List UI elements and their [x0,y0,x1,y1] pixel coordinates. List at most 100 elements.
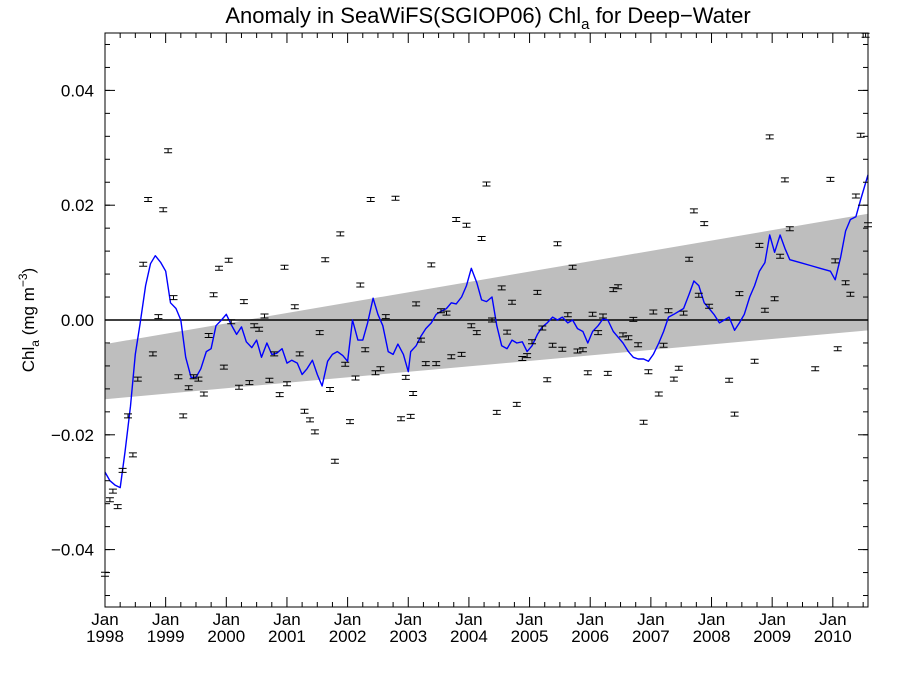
x-tick-year-label: 2001 [268,627,306,646]
data-point-28 [239,299,248,305]
data-point-19 [194,376,203,382]
data-point-53 [366,197,375,202]
data-point-109 [649,309,658,315]
x-tick-year-label: 2002 [329,627,367,646]
data-point-60 [406,413,415,419]
data-point-68 [442,310,451,316]
data-point-24 [219,364,228,370]
data-point-11 [154,314,163,320]
data-point-12 [159,207,168,213]
x-tick-year-label: 2007 [632,627,670,646]
data-point-99 [599,313,607,319]
data-point-121 [725,377,734,383]
data-point-58 [397,416,405,422]
data-point-39 [295,351,304,357]
data-point-113 [669,376,678,382]
data-point-100 [603,370,612,376]
data-point-48 [341,361,350,367]
y-tick-label: 0.04 [61,81,94,100]
data-point-119 [700,221,709,227]
x-tick-month-label: Jan [152,610,179,629]
data-point-40 [300,408,309,414]
x-tick-month-label: Jan [91,610,118,629]
data-point-124 [750,358,759,364]
data-point-25 [224,257,233,263]
x-tick-year-label: 2010 [814,627,852,646]
data-point-8 [139,261,148,267]
data-point-105 [629,316,638,322]
x-tick-month-label: Jan [698,610,725,629]
data-point-15 [174,374,183,380]
y-tick-label: −0.02 [51,426,94,445]
x-tick-month-label: Jan [819,610,846,629]
data-point-63 [417,337,425,343]
data-point-120 [705,303,714,309]
data-point-84 [523,353,532,359]
chart-title: Anomaly in SeaWiFS(SGIOP06) Chla for Dee… [225,3,750,33]
data-point-32 [260,313,269,319]
x-tick-year-label: 2008 [693,627,731,646]
data-point-51 [356,282,365,288]
data-point-26 [227,319,236,325]
x-tick-year-label: 1999 [147,627,185,646]
trend-band-area [105,213,868,400]
data-point-87 [538,325,547,331]
data-point-125 [755,242,764,248]
data-point-110 [654,391,663,397]
data-point-21 [204,333,213,338]
data-point-4 [118,467,127,473]
x-tick-month-label: Jan [213,610,240,629]
data-point-71 [457,351,466,357]
data-point-92 [563,312,572,318]
x-tick-year-label: 2006 [571,627,609,646]
data-point-56 [381,314,390,320]
x-tick-month-label: Jan [334,610,361,629]
data-point-55 [376,366,385,372]
data-point-70 [452,217,461,222]
x-tick-month-label: Jan [758,610,785,629]
data-point-82 [512,401,521,407]
data-point-73 [467,323,476,329]
data-point-33 [265,377,274,383]
data-point-103 [619,332,627,338]
data-point-43 [315,330,324,336]
data-point-10 [148,351,157,357]
x-tick-year-label: 2004 [450,627,488,646]
data-point-14 [169,295,178,301]
data-point-20 [199,391,208,397]
x-tick-month-label: Jan [455,610,482,629]
data-point-114 [674,365,683,371]
data-point-137 [846,291,855,297]
data-point-116 [685,256,694,262]
y-tick-label: 0.02 [61,196,94,215]
data-point-98 [594,330,603,336]
data-point-115 [679,310,688,316]
data-point-134 [831,258,840,264]
data-point-67 [437,308,445,314]
data-point-94 [573,348,582,354]
data-point-117 [689,208,698,214]
x-tick-year-label: 2005 [511,627,549,646]
data-point-36 [280,264,289,270]
data-point-80 [503,329,512,335]
x-tick-month-label: Jan [516,610,543,629]
data-point-85 [528,339,536,345]
data-point-64 [421,361,430,367]
data-point-13 [164,148,173,154]
data-point-35 [275,392,284,398]
data-point-86 [533,289,542,295]
y-axis-ticks: −0.04 −0.02 0.00 0.02 0.04 [51,43,868,597]
data-point-3 [113,504,122,510]
data-point-126 [760,307,769,313]
data-point-83 [518,356,527,361]
data-point-107 [639,419,648,425]
data-point-17 [184,385,193,391]
x-axis-ticks: Jan1998Jan1999Jan2000Jan2001Jan2002Jan20… [86,33,864,646]
data-point-6 [128,452,137,458]
data-point-61 [409,391,418,396]
data-point-102 [614,284,623,290]
trend-confidence-band [105,213,868,400]
data-point-97 [588,311,597,317]
data-point-108 [644,369,653,375]
data-point-46 [330,458,339,464]
